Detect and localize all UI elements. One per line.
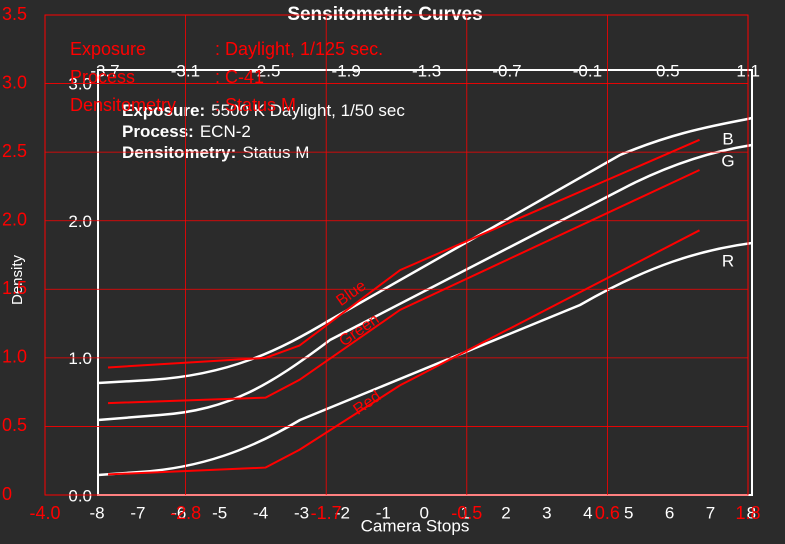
scan-top-tick: -1.9: [332, 61, 361, 80]
scan-bottom-tick: 3: [542, 503, 551, 522]
scan-bottom-tick: 2: [501, 503, 510, 522]
y-tick-label: 2.5: [2, 141, 27, 161]
scan-curve-label: R: [722, 251, 734, 270]
scan-bottom-tick: -1: [376, 503, 391, 522]
scan-bottom-tick: -6: [171, 503, 186, 522]
scan-curve: [97, 116, 753, 385]
scanned-chart: Sensitometric Curves Camera Stops Densit…: [9, 4, 753, 535]
scan-left-tick: 2.0: [68, 212, 92, 231]
y-tick-label: 0: [2, 484, 12, 504]
scan-info-label: Densitometry:: [122, 143, 236, 162]
scan-top-tick: -0.7: [492, 61, 521, 80]
scan-x-label: Camera Stops: [361, 516, 470, 535]
annotation-label: Process: [70, 67, 135, 87]
scan-top-tick: 0.5: [656, 61, 680, 80]
scan-bottom-tick: 6: [665, 503, 674, 522]
x-tick-label: -4.0: [29, 503, 60, 523]
annotation-label: Exposure: [70, 39, 146, 59]
line: [107, 169, 700, 405]
annotation-label: Densitometry: [70, 95, 176, 115]
scan-bottom-tick: -5: [212, 503, 227, 522]
scan-top-tick: -0.1: [573, 61, 602, 80]
plot-frame: [44, 14, 749, 496]
x-tick-label: -1.7: [311, 503, 342, 523]
scan-bottom-tick: -4: [253, 503, 268, 522]
y-tick-label: 2.0: [2, 209, 27, 229]
scan-info-value: ECN-2: [200, 122, 251, 141]
y-tick-label: 0.5: [2, 415, 27, 435]
scan-info-value: 5500 K Daylight, 1/50 sec: [211, 101, 405, 120]
annotation-value: : Status M: [215, 95, 296, 115]
scan-curve: [97, 143, 753, 422]
scan-info-label: Exposure:: [122, 101, 205, 120]
line: [107, 138, 700, 369]
scan-info: Exposure: 5500 K Daylight, 1/50 sec: [122, 101, 405, 120]
y-tick-label: 3.0: [2, 72, 27, 92]
x-tick-label: 0.6: [595, 503, 620, 523]
y-tick-label: 1.0: [2, 347, 27, 367]
scan-bottom-tick: 0: [419, 503, 428, 522]
y-tick-label: 3.5: [2, 4, 27, 24]
annotation-value: : Daylight, 1/125 sec.: [215, 39, 383, 59]
scan-y-label: Density: [9, 254, 26, 305]
scan-left-tick: 0.0: [68, 486, 92, 505]
scan-bottom-tick: 5: [624, 503, 633, 522]
annotation-value: : C-41: [215, 67, 264, 87]
scan-info: Densitometry: Status M: [122, 143, 309, 162]
scan-curve-label: G: [721, 151, 734, 170]
scan-bottom-tick: 7: [706, 503, 715, 522]
scan-curve-label: B: [722, 129, 733, 148]
x-tick-label: -2.8: [170, 503, 201, 523]
scan-bottom-tick: 4: [583, 503, 592, 522]
scan-left-tick: 3.0: [68, 75, 92, 94]
scan-top-tick: -1.3: [412, 61, 441, 80]
scan-bottom-tick: -8: [89, 503, 104, 522]
scan-top-tick: -2.5: [251, 61, 280, 80]
scan-top-tick: -3.7: [90, 61, 119, 80]
y-tick-label: 1.5: [2, 278, 27, 298]
scan-bottom-tick: 8: [747, 503, 756, 522]
scan-info-label: Process:: [122, 122, 194, 141]
scan-bottom-tick: -2: [335, 503, 350, 522]
scan-bottom-tick: -3: [294, 503, 309, 522]
scan-bottom-tick: -7: [130, 503, 145, 522]
scan-bottom-tick: 1: [460, 503, 469, 522]
x-tick-label: 1.8: [735, 503, 760, 523]
scan-info-value: Status M: [242, 143, 309, 162]
scan-left-tick: 1.0: [68, 349, 92, 368]
line: [107, 229, 700, 476]
scan-info: Process: ECN-2: [122, 122, 251, 141]
x-tick-label: -0.5: [451, 503, 482, 523]
